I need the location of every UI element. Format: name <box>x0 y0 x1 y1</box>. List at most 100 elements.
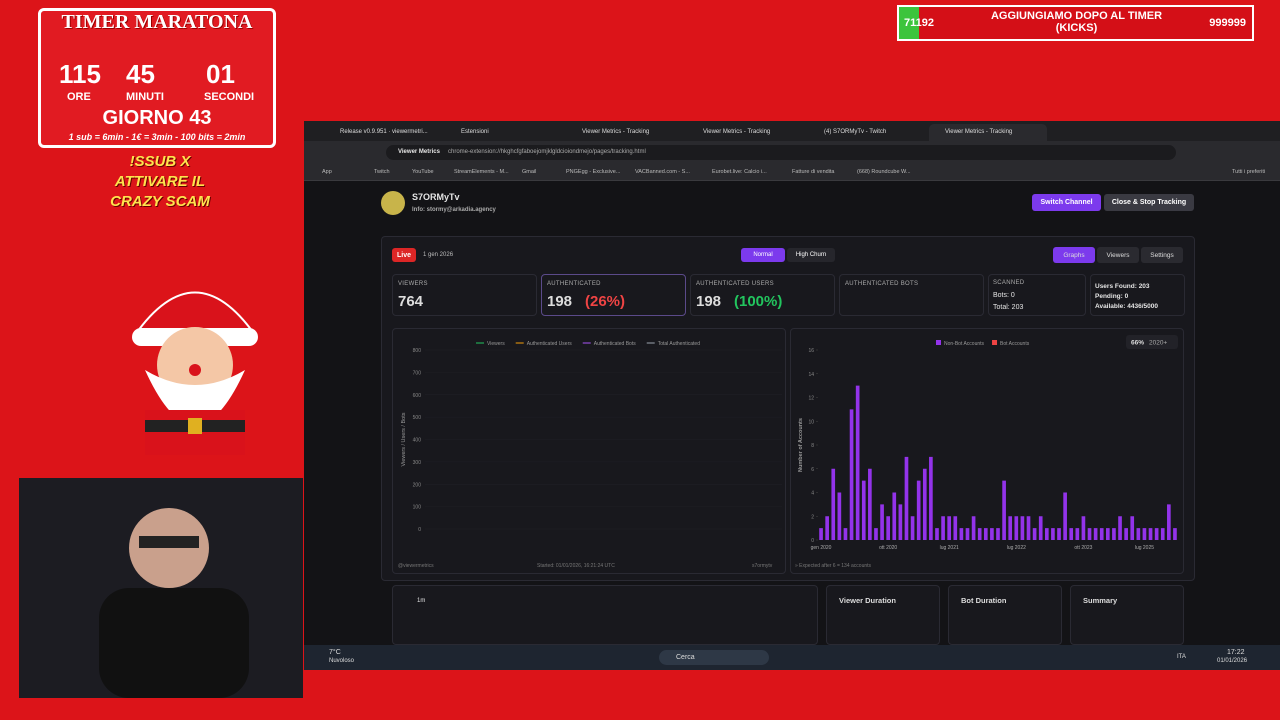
bar <box>1075 528 1080 540</box>
browser-tab[interactable]: Release v0.9.951 · viewermetri... <box>340 129 428 135</box>
bar <box>855 385 860 540</box>
channel-avatar <box>381 191 405 215</box>
timer-day: GIORNO 43 <box>102 107 212 129</box>
y-tick-label: 700 <box>413 370 422 376</box>
bookmark[interactable]: VACBanned.com - S... <box>635 169 690 175</box>
y-axis-label: Number of Accounts <box>798 418 804 472</box>
stat-value: 764 <box>398 293 424 310</box>
badge-value: 66% <box>1131 340 1144 347</box>
bookmark[interactable]: Fatture di vendita <box>792 169 835 175</box>
stat-value: 198 <box>696 293 722 310</box>
bar <box>892 492 897 540</box>
bar <box>1026 516 1031 540</box>
bookmark[interactable]: App <box>322 169 332 175</box>
browser-tab[interactable]: Viewer Metrics - Tracking <box>703 129 771 135</box>
switch-channel-button[interactable]: Switch Channel <box>1032 194 1101 211</box>
mode-button[interactable]: Normal <box>741 248 785 262</box>
timer-box: TIMER MARATONA 115 45 01 ORE MINUTI SECO… <box>38 8 276 148</box>
command-line: ATTIVARE IL <box>114 173 206 190</box>
bookmark[interactable]: (668) Roundcube W... <box>857 169 911 175</box>
browser-tab[interactable]: Viewer Metrics - Tracking <box>582 129 650 135</box>
browser-tab[interactable]: Viewer Metrics - Tracking <box>929 124 1047 141</box>
search-box[interactable] <box>659 650 769 665</box>
bar <box>1014 516 1019 540</box>
view-tab[interactable]: Viewers <box>1097 247 1139 263</box>
bookmark[interactable]: PNGEgg - Exclusive... <box>566 169 621 175</box>
bar <box>1038 516 1043 540</box>
bar <box>1130 516 1135 540</box>
browser-tab[interactable]: Estensioni <box>461 129 489 135</box>
bar <box>1148 528 1153 540</box>
temperature: 7°C <box>329 649 341 656</box>
search-text: Cerca <box>676 654 695 661</box>
bar <box>996 528 1000 540</box>
y-tick-label: 300 <box>413 460 422 466</box>
url: chrome-extension://hkghcfgfaboejomjklgld… <box>448 149 646 155</box>
timeline-card: 1m <box>392 585 818 645</box>
bar <box>874 528 878 540</box>
bar <box>1069 528 1074 540</box>
view-tab[interactable]: Settings <box>1141 247 1183 263</box>
stat-users: Users Found: 203 Pending: 0 Available: 4… <box>1090 274 1185 316</box>
x-tick-label: lug 2025 <box>1135 545 1154 551</box>
banner-left: 71192 <box>904 17 934 29</box>
stat-percent: (100%) <box>734 293 783 310</box>
stat-label: SCANNED <box>993 280 1025 286</box>
bookmark[interactable]: StreamElements - M... <box>454 169 509 175</box>
range-label: 1m <box>417 598 426 604</box>
stat-viewers: VIEWERS 764 <box>392 274 537 316</box>
tab-bar: Release v0.9.951 · viewermetri... Estensi… <box>304 121 1280 141</box>
bar <box>1099 528 1104 540</box>
omnibox[interactable] <box>386 145 1176 160</box>
bookmark[interactable]: Eurobet.live: Calcio i... <box>712 169 767 175</box>
bookmark[interactable]: YouTube <box>412 169 434 175</box>
bar <box>849 409 854 540</box>
language: ITA <box>1177 654 1186 660</box>
bar <box>965 528 970 540</box>
bookmark[interactable]: Twitch <box>374 169 390 175</box>
legend-label: Authenticated Bots <box>594 341 636 347</box>
view-tab[interactable]: Graphs <box>1053 247 1095 263</box>
bar <box>861 480 866 540</box>
close-tracking-button[interactable]: Close & Stop Tracking <box>1104 194 1194 211</box>
bar <box>983 528 988 540</box>
y-tick-label: 6 <box>811 467 814 473</box>
mode-button[interactable]: High Churn <box>787 248 835 262</box>
y-tick-label: 800 <box>413 348 422 354</box>
panel: Viewer Duration <box>826 585 940 645</box>
bookmark[interactable]: Gmail <box>522 169 537 175</box>
browser-tab[interactable]: (4) S7ORMyTv - Twitch <box>824 129 887 135</box>
command-text: !SSUB X ATTIVARE IL CRAZY SCAM <box>60 152 260 212</box>
channel-info: Info: stormy@arkadia.agency <box>412 207 496 213</box>
bar <box>1057 528 1061 540</box>
y-tick-label: 500 <box>413 415 422 421</box>
bar <box>1160 528 1165 540</box>
bar <box>1063 492 1067 540</box>
bar <box>1081 516 1086 540</box>
banner-accent <box>899 7 919 39</box>
y-tick-label: 100 <box>413 505 422 511</box>
badge-range: 2020+ <box>1149 340 1167 347</box>
chart-footer: @viewermetrics <box>398 563 434 569</box>
banner-right: 999999 <box>1209 17 1246 29</box>
legend-label: Total Authenticated <box>658 341 700 347</box>
legend-swatch <box>992 340 998 345</box>
bar <box>916 480 921 540</box>
legend-label: Bot Accounts <box>1000 341 1030 347</box>
stat-authenticated[interactable]: AUTHENTICATED 198 (26%) <box>541 274 686 316</box>
bar <box>922 468 927 540</box>
x-tick-label: ott 2020 <box>879 545 897 551</box>
stat-label: AUTHENTICATED USERS <box>696 281 774 287</box>
timer-hours-label: ORE <box>67 91 91 103</box>
address-bar: Viewer Metrics chrome-extension://hkghcf… <box>304 141 1280 164</box>
x-tick-label: ott 2023 <box>1074 545 1092 551</box>
panel-title: Summary <box>1083 596 1118 605</box>
all-bookmarks[interactable]: Tutti i preferiti <box>1232 169 1266 175</box>
clock-date: 01/01/2026 <box>1217 658 1248 664</box>
y-tick-label: 14 <box>808 372 814 378</box>
scanned-bots: Bots: 0 <box>993 292 1015 299</box>
bar <box>971 516 976 540</box>
x-tick-label: lug 2021 <box>940 545 959 551</box>
bar <box>1020 516 1025 540</box>
